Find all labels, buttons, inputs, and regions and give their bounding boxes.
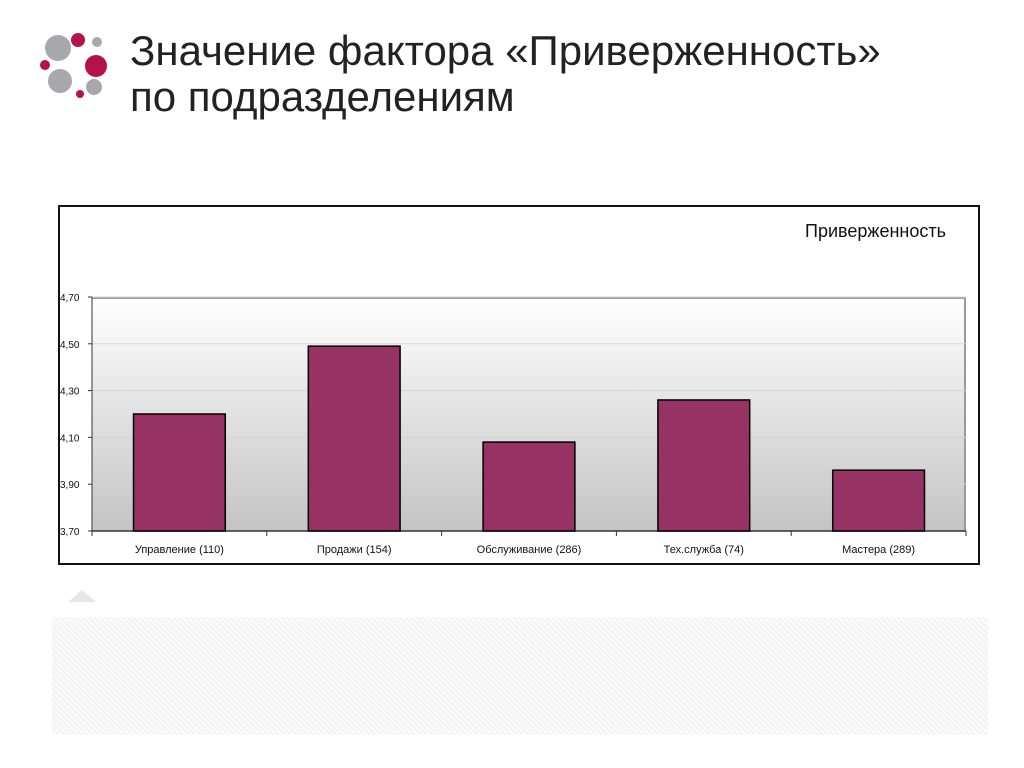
bar: [831, 469, 926, 532]
x-category-label: Мастера (289): [842, 544, 915, 556]
bar-chart: Приверженность 3,70 3,90 4,10 4,30 4,50 4,70 У…: [60, 221, 967, 556]
bar: [482, 441, 576, 532]
x-category-label: Продажи (154): [317, 544, 392, 556]
page-title-line-2: по подразделениям: [130, 73, 515, 120]
y-tick-label: 4,30: [60, 387, 80, 398]
collapse-arrow-icon: [68, 590, 96, 602]
y-tick-label: 3,90: [60, 480, 80, 491]
y-tick-label: 4,70: [60, 293, 80, 304]
plot-top-border: [92, 297, 966, 299]
y-tick-label: 4,10: [60, 433, 80, 444]
x-category-label: Обслуживание (286): [477, 544, 582, 556]
bar: [307, 345, 401, 532]
page-title-line-1: Значение фактора «Приверженность»: [130, 27, 881, 74]
company-logo-icon: [40, 33, 107, 98]
x-category-label: Тех.служба (74): [664, 544, 744, 556]
y-tick-label: 3,70: [60, 527, 80, 538]
bar: [132, 413, 227, 532]
chart-container: Приверженность 3,70 3,90 4,10 4,30 4,50 4,70 У…: [58, 205, 980, 565]
chart-title: Приверженность: [805, 221, 946, 241]
page-title: Значение фактора «Приверженность» по под…: [130, 28, 881, 120]
bar: [657, 399, 751, 532]
plot-right-border: [964, 297, 966, 531]
notes-panel: [52, 617, 988, 735]
x-category-label: Управление (110): [135, 544, 224, 556]
y-tick-label: 4,50: [60, 340, 80, 351]
